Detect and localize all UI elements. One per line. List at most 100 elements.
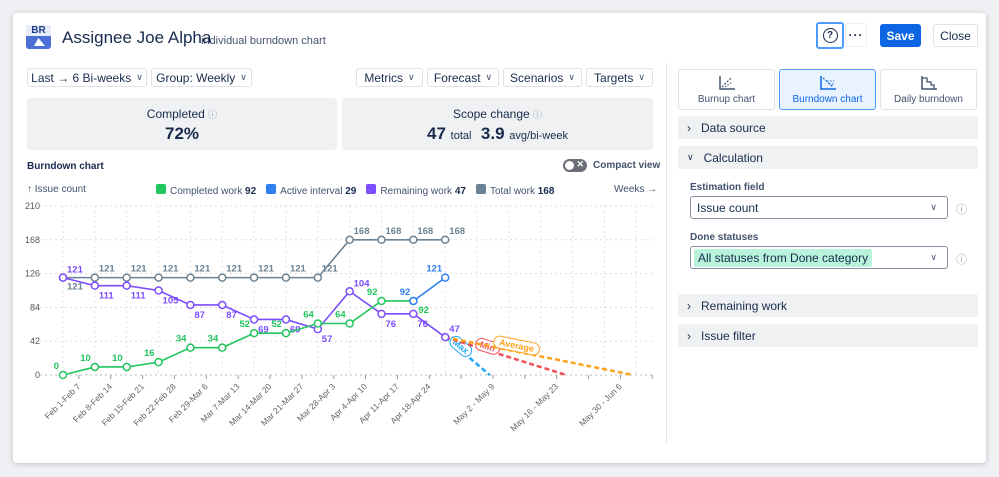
data-label-completed-work: 34	[208, 334, 219, 345]
chevron-down-icon: ∨	[930, 252, 937, 262]
data-label-completed-work: 64	[335, 309, 346, 320]
data-point-remaining-work	[154, 286, 163, 295]
data-point-remaining-work	[440, 332, 450, 342]
y-tick-label: 126	[25, 269, 40, 279]
completed-label: Completed	[146, 107, 205, 121]
group-label: Group: Weekly	[156, 70, 236, 85]
chevron-down-icon: ∨	[136, 72, 143, 82]
projection-label-average: Average	[493, 335, 541, 356]
data-label-active-interval: 121	[426, 264, 443, 275]
range-dropdown[interactable]: Last → 6 Bi-weeks ∨	[27, 68, 147, 87]
data-point-remaining-work	[377, 309, 386, 319]
tab-burnup-chart[interactable]: Burnup chart	[678, 69, 775, 110]
section-calculation[interactable]: ∨ Calculation	[678, 146, 978, 169]
data-label-total-work: 121	[67, 282, 84, 293]
data-label-completed-work: 52	[240, 319, 251, 330]
done-statuses-select[interactable]: All statuses from Done category ∨	[690, 246, 948, 269]
x-tick-label: May 16 - May 23	[508, 381, 560, 433]
data-point-remaining-work	[58, 273, 68, 282]
toggle-switch[interactable]: ✕	[563, 159, 587, 172]
group-dropdown[interactable]: Group: Weekly ∨	[151, 68, 252, 87]
done-statuses-label: Done statuses	[690, 232, 759, 243]
data-point-completed-work	[377, 296, 386, 306]
scenarios-dropdown[interactable]: Scenarios ∨	[503, 68, 582, 87]
data-point-completed-work	[154, 357, 163, 367]
data-point-completed-work	[345, 319, 354, 328]
close-button[interactable]: Close	[933, 24, 978, 47]
section-data-source[interactable]: › Data source	[678, 116, 978, 139]
data-label-completed-work: 10	[80, 353, 91, 364]
info-icon[interactable]: ⓘ	[533, 110, 543, 120]
data-label-completed-work: 92	[418, 305, 429, 316]
data-label-total-work: 168	[417, 226, 433, 237]
section-remaining-work[interactable]: › Remaining work	[678, 294, 978, 317]
info-icon[interactable]: ⓘ	[956, 254, 967, 266]
data-label-remaining-work: 47	[449, 324, 460, 335]
data-label-remaining-work: 121	[67, 265, 84, 276]
data-label-remaining-work: 87	[194, 310, 205, 321]
data-point-total-work	[313, 273, 323, 282]
series-line-active-interval	[412, 276, 446, 302]
data-label-total-work: 121	[290, 264, 307, 275]
question-circle-icon: ?	[822, 28, 838, 43]
data-label-remaining-work: 69	[258, 324, 269, 335]
data-label-completed-work: 64	[303, 309, 314, 320]
legend-active[interactable]: Active interval 29	[266, 184, 356, 197]
chart-title: Burndown chart	[27, 161, 104, 172]
chevron-right-icon: ›	[687, 298, 691, 313]
data-point-remaining-work	[90, 281, 100, 290]
metrics-dropdown[interactable]: Metrics ∨	[356, 68, 423, 87]
data-point-total-work	[218, 273, 227, 282]
x-axis-label: Weeks →	[614, 184, 658, 195]
tab-daily-burndown[interactable]: Daily burndown	[880, 69, 977, 110]
save-button[interactable]: Save	[880, 24, 921, 47]
data-label-total-work: 121	[226, 264, 243, 275]
legend: Completed work 92 Active interval 29 Rem…	[156, 184, 554, 197]
info-icon[interactable]: ⓘ	[208, 110, 218, 120]
data-point-total-work	[154, 273, 163, 282]
data-point-remaining-work	[122, 281, 131, 290]
scope-avg-unit: avg/bi-week	[509, 130, 568, 142]
info-icon[interactable]: ⓘ	[956, 204, 967, 216]
data-label-total-work: 121	[258, 264, 275, 275]
daily-burndown-icon	[920, 76, 937, 90]
x-tick-label: May 2 - May 9	[451, 381, 496, 426]
help-button[interactable]: ?	[816, 22, 844, 49]
data-point-total-work	[345, 235, 354, 245]
data-point-remaining-work	[186, 300, 195, 310]
section-issue-filter[interactable]: › Issue filter	[678, 324, 978, 347]
data-label-total-work: 121	[194, 264, 211, 275]
data-label-remaining-work: 111	[99, 291, 115, 302]
completed-stat: Completed ⓘ 72%	[27, 98, 337, 150]
legend-completed[interactable]: Completed work 92	[156, 184, 256, 197]
metrics-label: Metrics	[364, 70, 404, 85]
data-label-active-interval: 92	[400, 287, 411, 298]
data-label-completed-work: 16	[144, 348, 155, 359]
data-label-total-work: 168	[386, 226, 402, 237]
chevron-down-icon: ∨	[687, 152, 694, 162]
data-point-active-interval	[440, 273, 450, 282]
range-label: Last → 6 Bi-weeks	[31, 70, 132, 85]
targets-dropdown[interactable]: Targets ∨	[586, 68, 653, 87]
scope-total: 47	[427, 124, 446, 143]
legend-remaining[interactable]: Remaining work 47	[366, 184, 466, 197]
scope-total-unit: total	[450, 130, 472, 142]
data-point-total-work	[281, 273, 291, 282]
panel-divider	[666, 63, 667, 443]
legend-total[interactable]: Total work 168	[475, 184, 554, 197]
compact-view-toggle[interactable]: ✕ Compact view	[563, 159, 660, 172]
series-line-completed-work	[62, 300, 414, 376]
forecast-dropdown[interactable]: Forecast ∨	[427, 68, 499, 87]
data-point-completed-work	[218, 343, 227, 352]
ellipsis-icon: ···	[848, 28, 864, 42]
scope-avg: 3.9	[480, 124, 505, 143]
more-button[interactable]: ···	[845, 23, 867, 47]
data-point-completed-work	[249, 328, 259, 338]
estimation-field-select[interactable]: Issue count ∨	[690, 196, 948, 219]
data-label-completed-work: 10	[112, 353, 123, 364]
y-tick-label: 84	[30, 302, 40, 312]
tab-burndown-chart[interactable]: Burndown chart	[779, 69, 876, 110]
chevron-down-icon: ∨	[485, 72, 493, 82]
data-point-completed-work	[313, 319, 323, 328]
